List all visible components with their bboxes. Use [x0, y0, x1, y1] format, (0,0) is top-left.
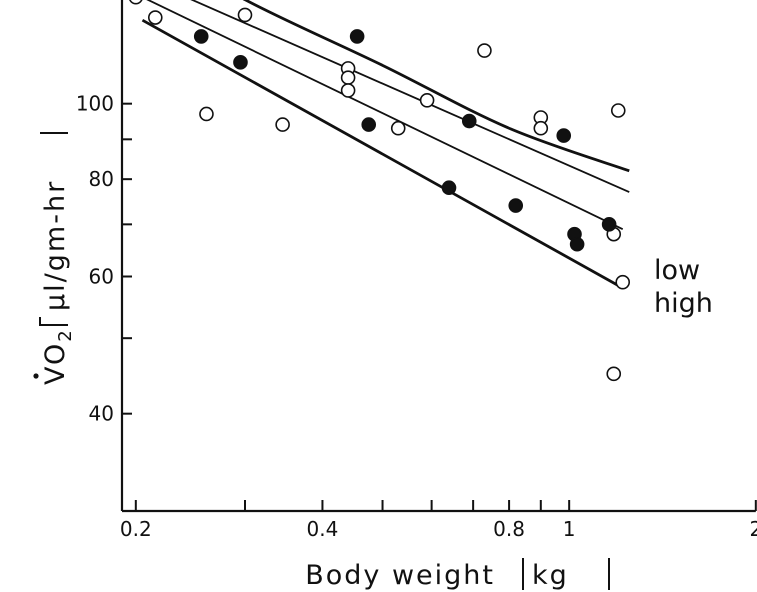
- x-tick-label: 2: [749, 517, 757, 541]
- fit-line-line-3: [146, 0, 624, 231]
- x-tick-label: 0.2: [120, 517, 152, 541]
- open-data-point: [340, 83, 356, 98]
- x-axis-title-text: Body weight: [305, 560, 495, 591]
- filled-data-point: [569, 236, 585, 252]
- filled-data-point: [461, 113, 477, 129]
- fit-line-low: [242, 0, 630, 173]
- y-tick-label: 40: [89, 402, 114, 426]
- x-axis-title: Body weight kg: [305, 558, 610, 591]
- open-data-point: [237, 7, 253, 23]
- fit-line-line-4: [141, 18, 624, 290]
- y-tick-label: 80: [89, 167, 114, 191]
- data-points: [129, 0, 631, 382]
- open-data-point: [615, 274, 631, 290]
- filled-data-point: [349, 29, 365, 44]
- legend-label-low: low: [654, 255, 700, 286]
- x-axis-unit: kg: [532, 560, 569, 591]
- x-axis: 0.2 0.4 0.8 1 2: [120, 500, 757, 541]
- open-data-point: [275, 117, 290, 132]
- open-data-point: [340, 70, 356, 85]
- open-data-point: [610, 103, 626, 118]
- y-axis-dot-accent: [33, 373, 39, 379]
- y-axis-unit: µl/gm-hr: [40, 180, 71, 311]
- y-unit-bracket-left: [39, 317, 68, 326]
- x-tick-label: 0.4: [307, 517, 339, 541]
- y-axis-title-main: VO: [40, 342, 71, 385]
- filled-data-point: [508, 198, 524, 213]
- filled-data-point: [361, 117, 377, 132]
- fit-lines: [141, 0, 630, 290]
- y-axis-title-subscript: 2: [55, 328, 76, 341]
- legend-label-high: high: [654, 288, 713, 319]
- open-data-point: [390, 120, 406, 136]
- open-data-point: [147, 10, 163, 25]
- open-data-point: [533, 120, 549, 136]
- y-axis-title-text: VO2: [40, 328, 76, 385]
- y-axis-title: VO2 µl/gm-hr: [33, 132, 76, 385]
- fit-line-high: [190, 0, 630, 193]
- filled-data-point: [601, 217, 617, 232]
- filled-data-point: [193, 29, 209, 44]
- filled-data-point: [556, 128, 572, 143]
- open-data-point: [129, 0, 143, 5]
- x-tick-label: 0.8: [493, 517, 525, 541]
- open-data-point: [199, 106, 214, 122]
- x-tick-label: 1: [563, 517, 576, 541]
- open-data-point: [419, 93, 435, 108]
- filled-data-point: [441, 180, 457, 196]
- y-tick-label: 100: [76, 92, 114, 116]
- y-axis: 406080100200: [76, 0, 132, 511]
- filled-data-point: [233, 55, 248, 70]
- y-tick-label: 60: [89, 264, 114, 288]
- open-data-point: [606, 366, 622, 382]
- open-data-point: [477, 43, 492, 58]
